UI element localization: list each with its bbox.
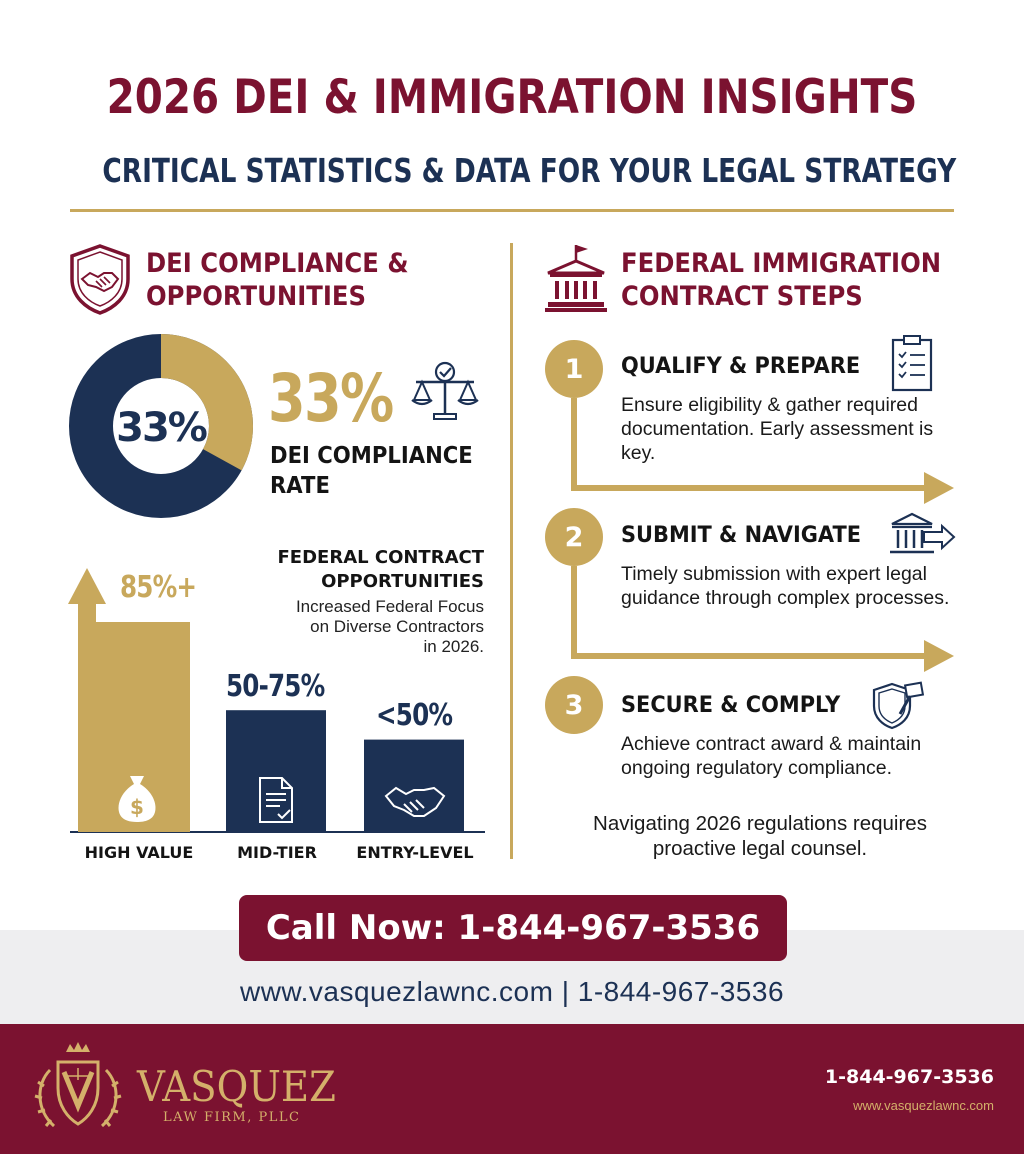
contact-line[interactable]: www.vasquezlawnc.com | 1-844-967-3536 <box>239 976 785 1007</box>
donut-compliance-segment <box>69 334 253 518</box>
contract-opportunities-title: FEDERAL CONTRACT OPPORTUNITIES <box>277 547 485 592</box>
immigration-heading: FEDERAL IMMIGRATION CONTRACT STEPS <box>621 248 942 312</box>
dei-heading: DEI COMPLIANCE & OPPORTUNITIES <box>146 248 409 312</box>
svg-text:$: $ <box>130 795 144 819</box>
courthouse-arrow-icon <box>890 512 956 554</box>
bar-value-label-high: 85%+ <box>120 570 197 605</box>
footer <box>0 1024 1024 1154</box>
step-3-description: Achieve contract award & maintain ongoin… <box>621 733 922 779</box>
handshake-shield-icon <box>70 244 130 315</box>
bar-mid-tier <box>226 710 326 832</box>
handshake-icon <box>384 786 446 817</box>
contract-opportunities-block: FEDERAL CONTRACT OPPORTUNITIES Increased… <box>260 546 485 657</box>
firm-subtitle: LAW FIRM, PLLC <box>163 1110 301 1125</box>
footer-phone[interactable]: 1-844-967-3536 <box>824 1066 994 1088</box>
step-2-description: Timely submission with expert legal guid… <box>621 563 950 609</box>
courthouse-icon <box>545 245 607 312</box>
document-icon <box>259 777 293 823</box>
firm-crest-logo <box>34 1042 122 1128</box>
dei-stat-label: DEI COMPLIANCE RATE <box>270 443 473 499</box>
page-title: 2026 DEI & IMMIGRATION INSIGHTS <box>106 70 918 125</box>
bar-category-high: HIGH VALUE <box>84 843 194 862</box>
firm-name: VASQUEZ <box>137 1062 336 1111</box>
step-1-description: Ensure eligibility & gather required doc… <box>621 394 934 464</box>
scales-icon <box>411 361 479 420</box>
step-1-title: QUALIFY & PREPARE <box>621 354 861 379</box>
call-now-button[interactable]: Call Now: 1-844-967-3536 <box>239 895 787 961</box>
dei-donut-chart: 33% <box>69 334 253 518</box>
shield-gavel-icon <box>872 681 925 730</box>
column-divider <box>510 243 513 859</box>
dei-big-stat: 33% <box>268 360 394 437</box>
contract-opportunities-body: Increased Federal Focus on Diverse Contr… <box>295 597 484 656</box>
high-value-arrow-shaft <box>78 602 96 832</box>
money-bag-icon: $ <box>118 776 156 822</box>
steps-connector <box>571 398 954 672</box>
header-divider <box>70 209 954 212</box>
bar-category-mid: MID-TIER <box>237 843 317 862</box>
clipboard-icon <box>891 335 933 392</box>
closing-statement: Navigating 2026 regulations requires pro… <box>593 812 927 860</box>
step-3-number: 3 <box>545 676 603 734</box>
step-3-title: SECURE & COMPLY <box>621 693 841 718</box>
donut-center-label: 33% <box>116 405 207 451</box>
page-subtitle: CRITICAL STATISTICS & DATA FOR YOUR LEGA… <box>102 151 957 190</box>
high-value-arrow-head <box>68 568 106 604</box>
bar-category-entry: ENTRY-LEVEL <box>356 843 474 862</box>
bar-value-label-mid: 50-75% <box>226 669 325 704</box>
footer-website[interactable]: www.vasquezlawnc.com <box>853 1098 994 1113</box>
step-1-number: 1 <box>545 340 603 398</box>
step-2-title: SUBMIT & NAVIGATE <box>621 523 862 548</box>
step-2-number: 2 <box>545 508 603 566</box>
bar-value-label-entry: <50% <box>376 698 453 733</box>
